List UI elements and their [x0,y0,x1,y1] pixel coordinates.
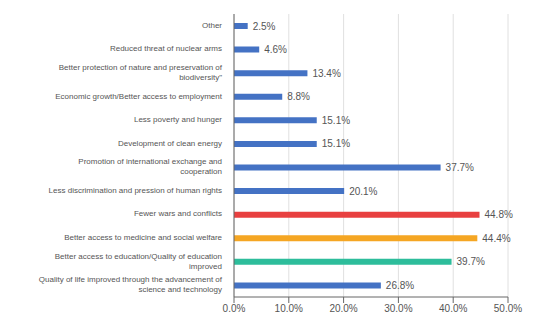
svg-text:Less poverty and hunger: Less poverty and hunger [134,115,222,124]
svg-text:Other: Other [202,21,222,30]
svg-text:8.8%: 8.8% [287,91,310,102]
svg-text:Development of clean energy: Development of clean energy [118,139,222,148]
svg-text:Promotion of international exc: Promotion of international exchange andc… [78,157,222,176]
svg-text:40.0%: 40.0% [439,303,467,314]
svg-text:4.6%: 4.6% [264,44,287,55]
svg-text:30.0%: 30.0% [384,303,412,314]
svg-text:50.0%: 50.0% [494,303,522,314]
svg-text:44.4%: 44.4% [482,233,510,244]
svg-text:13.4%: 13.4% [312,68,340,79]
svg-text:20.0%: 20.0% [329,303,357,314]
svg-text:15.1%: 15.1% [322,115,350,126]
svg-text:Fewer wars and conflicts: Fewer wars and conflicts [134,210,222,219]
svg-text:Reduced threat of nuclear arms: Reduced threat of nuclear arms [110,44,222,53]
svg-text:Better access to education/Qua: Better access to education/Quality of ed… [55,252,222,271]
svg-text:20.1%: 20.1% [349,186,377,197]
svg-text:2.5%: 2.5% [253,21,276,32]
svg-text:10.0%: 10.0% [275,303,303,314]
svg-text:Economic growth/Better access: Economic growth/Better access to employm… [55,92,223,101]
svg-text:39.7%: 39.7% [457,256,485,267]
svg-text:44.8%: 44.8% [485,209,513,220]
svg-text:26.8%: 26.8% [386,280,414,291]
svg-text:0.0%: 0.0% [223,303,246,314]
svg-text:15.1%: 15.1% [322,138,350,149]
svg-text:Better protection of nature an: Better protection of nature and preserva… [59,63,223,82]
svg-text:Quality of life improved throu: Quality of life improved through the adv… [39,275,223,294]
svg-text:Better access to medicine and: Better access to medicine and social wel… [64,233,222,242]
svg-text:Less discrimination and pressi: Less discrimination and pression of huma… [49,186,222,195]
svg-text:37.7%: 37.7% [446,162,474,173]
